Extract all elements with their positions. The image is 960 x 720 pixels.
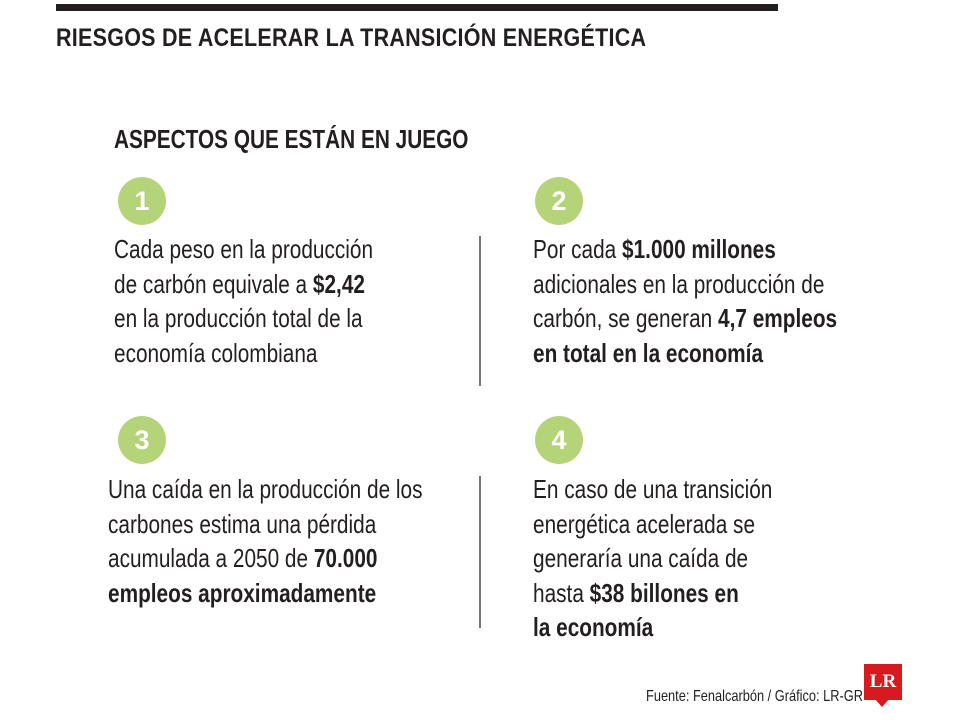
top-rule: [56, 4, 778, 11]
item-text: En caso de una transición energética acel…: [533, 472, 772, 645]
column-divider: [479, 236, 481, 386]
body-text: hasta: [533, 577, 590, 608]
lr-logo-tail: [874, 698, 890, 707]
highlight-text: $38 billones en: [589, 577, 739, 608]
item-text-line: hasta $38 billones en: [533, 576, 772, 611]
body-text: economía colombiana: [114, 337, 318, 368]
body-text: Cada peso en la producción: [114, 234, 374, 264]
source-credit: Fuente: Fenalcarbón / Gráfico: LR-GR: [646, 688, 863, 705]
item-text-line: en la producción total de la: [114, 301, 373, 336]
item-number-badge: 3: [118, 416, 166, 464]
body-text: Por cada: [533, 234, 623, 264]
body-text: acumulada a 2050 de: [108, 543, 314, 573]
body-text: de carbón equivale a: [114, 268, 313, 299]
item-text: Una caída en la producción de los carbone…: [108, 472, 423, 610]
item-text-line: en total en la economía: [533, 336, 837, 371]
item-text-line: de carbón equivale a $2,42: [114, 267, 373, 302]
item-text-line: carbones estima una pérdida: [108, 507, 423, 542]
highlight-text: en total en la economía: [533, 337, 764, 368]
item-text-line: Cada peso en la producción: [114, 232, 373, 267]
body-text: en la producción total de la: [114, 303, 363, 333]
item-text: Por cada $1.000 millones adicionales en l…: [533, 232, 837, 370]
item-text-line: acumulada a 2050 de 70.000: [108, 541, 423, 576]
item-number-badge: 2: [535, 177, 583, 225]
body-text: generaría una caída de: [533, 543, 749, 573]
highlight-text: $1.000 millones: [622, 234, 776, 264]
section-title: ASPECTOS QUE ESTÁN EN JUEGO: [114, 124, 469, 154]
item-text-line: la economía: [533, 610, 772, 645]
highlight-text: empleos aproximadamente: [108, 577, 377, 608]
body-text: adicionales en la producción de: [533, 268, 825, 299]
item-text-line: En caso de una transición: [533, 472, 772, 507]
body-text: energética acelerada se: [533, 508, 756, 539]
item-text: Cada peso en la producción de carbón equi…: [114, 232, 373, 370]
item-number-badge: 1: [118, 177, 166, 225]
item-text-line: generaría una caída de: [533, 541, 772, 576]
body-text: carbones estima una pérdida: [108, 508, 377, 539]
page-title: RIESGOS DE ACELERAR LA TRANSICIÓN ENERGÉ…: [56, 24, 647, 52]
body-text: En caso de una transición: [533, 474, 773, 504]
item-text-line: carbón, se generan 4,7 empleos: [533, 301, 837, 336]
highlight-text: la economía: [533, 612, 654, 642]
item-number-badge: 4: [535, 416, 583, 464]
item-text-line: Una caída en la producción de los: [108, 472, 423, 507]
item-text-line: adicionales en la producción de: [533, 267, 837, 302]
item-text-line: empleos aproximadamente: [108, 576, 423, 611]
item-text-line: economía colombiana: [114, 336, 373, 371]
lr-logo: LR: [864, 664, 902, 700]
highlight-text: 4,7 empleos: [718, 303, 838, 333]
highlight-text: 70.000: [313, 543, 378, 573]
body-text: carbón, se generan: [533, 303, 719, 333]
column-divider: [479, 476, 481, 628]
highlight-text: $2,42: [312, 268, 365, 299]
item-text-line: Por cada $1.000 millones: [533, 232, 837, 267]
item-text-line: energética acelerada se: [533, 507, 772, 542]
body-text: Una caída en la producción de los: [108, 474, 423, 504]
